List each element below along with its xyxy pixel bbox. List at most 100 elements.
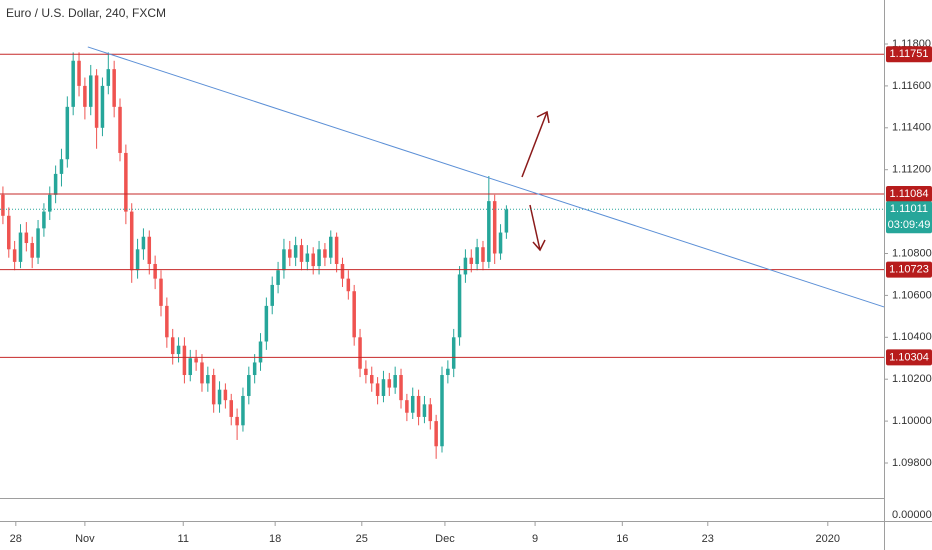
- chart-title: Euro / U.S. Dollar, 240, FXCM: [6, 6, 166, 20]
- candle-body: [405, 400, 409, 413]
- candle-body: [428, 404, 433, 422]
- candle-body: [229, 400, 234, 417]
- candle-body: [124, 152, 128, 212]
- candle-body: [369, 375, 374, 384]
- level-label: 1.11084: [890, 188, 929, 200]
- candle-body: [487, 201, 491, 262]
- level-label-box: [886, 46, 932, 63]
- candle-body: [217, 389, 222, 405]
- level-label-box: [886, 261, 932, 278]
- candle-body: [141, 236, 146, 250]
- candle-body: [387, 379, 392, 388]
- candle-body: [71, 60, 75, 107]
- candle-body: [100, 85, 105, 128]
- lower-pane-tick-label: 0.00000: [892, 509, 932, 521]
- candle-body: [492, 201, 497, 254]
- candle-body: [211, 375, 216, 405]
- candle-body: [12, 249, 17, 262]
- candle-body: [1, 194, 5, 216]
- candle-body: [352, 291, 356, 338]
- y-tick-label: 1.10800: [892, 247, 932, 259]
- candle-body: [165, 305, 169, 338]
- candle-body: [375, 383, 380, 396]
- candle-body: [317, 249, 321, 267]
- y-tick-label: 1.10000: [892, 415, 932, 427]
- candle-body: [223, 389, 228, 401]
- x-tick-label: 28: [10, 533, 22, 545]
- candle-body: [270, 284, 274, 306]
- level-label: 1.11751: [890, 48, 929, 60]
- candle-body: [241, 395, 245, 426]
- y-tick-label: 1.11600: [892, 80, 931, 92]
- candle-body: [282, 249, 286, 271]
- candle-body: [346, 278, 351, 292]
- y-tick-label: 1.11400: [892, 122, 931, 134]
- candle-body: [446, 368, 450, 376]
- level-label-box: [886, 349, 932, 366]
- candle-body: [252, 362, 257, 376]
- candle-body: [457, 274, 462, 338]
- candle-body: [48, 194, 52, 212]
- candle-body: [65, 106, 70, 160]
- candle-body: [106, 69, 111, 86]
- candle-body: [358, 337, 362, 369]
- y-tick-label: 1.11200: [892, 164, 931, 176]
- candle-body: [129, 211, 134, 271]
- x-tick-label: Nov: [75, 533, 95, 545]
- candle-body: [7, 215, 11, 250]
- candle-body: [434, 421, 438, 447]
- level-label-box: [886, 186, 932, 203]
- y-tick-label: 1.09800: [892, 457, 932, 469]
- candle-body: [422, 404, 427, 417]
- candle-body: [147, 236, 152, 264]
- candle-body: [30, 243, 34, 258]
- candle-body: [451, 337, 456, 369]
- candle-body: [36, 228, 40, 258]
- candle-body: [42, 211, 46, 229]
- candle-body: [53, 173, 58, 195]
- candle-body: [481, 247, 485, 262]
- candle-body: [194, 358, 198, 363]
- candle-body: [24, 232, 29, 244]
- candle-body: [276, 270, 280, 285]
- x-tick-label: 9: [532, 533, 538, 545]
- candle-body: [112, 69, 116, 107]
- candle-body: [463, 257, 468, 275]
- candle-body: [293, 245, 298, 258]
- candle-body: [440, 375, 444, 447]
- candle-body: [410, 395, 415, 413]
- candle-body: [88, 75, 93, 107]
- candle-body: [118, 106, 122, 153]
- candle-body: [399, 375, 403, 401]
- level-label: 1.10723: [889, 264, 929, 276]
- y-tick-label: 1.10400: [892, 331, 932, 343]
- candle-body: [206, 375, 210, 384]
- candle-body: [504, 209, 509, 233]
- y-tick-label: 1.10200: [892, 373, 932, 385]
- last-price-label: 1.11011: [890, 203, 928, 215]
- candle-body: [235, 416, 239, 426]
- candle-body: [288, 249, 292, 258]
- countdown-label: 03:09:49: [888, 219, 931, 231]
- candle-body: [188, 358, 193, 376]
- candle-body: [364, 368, 368, 376]
- candle-body: [393, 375, 397, 388]
- level-label: 1.10304: [889, 351, 929, 363]
- candle-body: [153, 263, 157, 279]
- candle-body: [200, 362, 204, 384]
- last-price-box: [886, 201, 932, 234]
- x-tick-label: 25: [356, 533, 368, 545]
- candle-body: [159, 278, 163, 306]
- candle-body: [176, 345, 181, 355]
- candle-body: [18, 232, 23, 262]
- arrow-up: [521, 110, 550, 178]
- candle-body: [498, 232, 503, 254]
- x-tick-label: 2020: [816, 533, 840, 545]
- candle-body: [305, 253, 310, 262]
- candle-body: [311, 253, 315, 267]
- candle-body: [258, 341, 263, 363]
- x-tick-label: 16: [616, 533, 628, 545]
- candle-body: [135, 249, 140, 271]
